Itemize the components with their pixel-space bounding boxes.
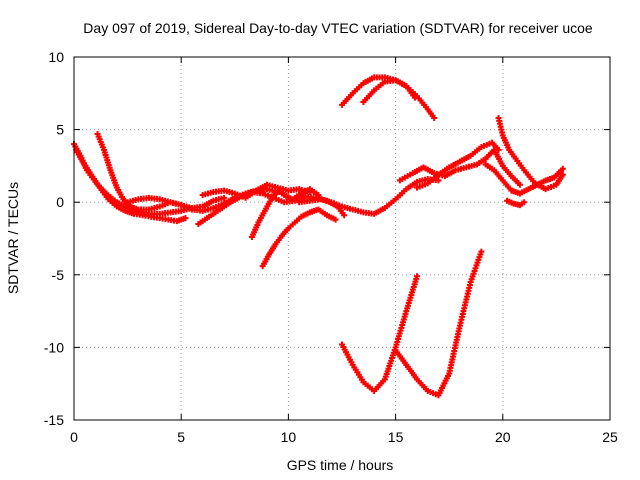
data-point: [495, 146, 502, 153]
y-tick-label: 5: [56, 122, 64, 138]
series-arc-15: [414, 139, 502, 191]
data-point: [516, 181, 523, 188]
data-point: [414, 273, 421, 280]
x-tick-label: 10: [281, 429, 297, 445]
x-tick-label: 25: [602, 429, 618, 445]
data-point: [521, 199, 528, 206]
series-arc-13: [392, 248, 485, 399]
data-point: [221, 194, 228, 201]
x-tick-label: 5: [177, 429, 185, 445]
data-point: [559, 165, 566, 172]
data-point: [431, 114, 438, 121]
series-arc-18: [504, 197, 528, 209]
chart-title: Day 097 of 2019, Sidereal Day-to-day VTE…: [83, 20, 593, 36]
x-axis-label: GPS time / hours: [287, 457, 394, 473]
y-axis-label: SDTVAR / TECUs: [5, 182, 21, 294]
series-arc-7: [248, 186, 322, 241]
series-arc-17: [482, 161, 566, 197]
y-tick-label: 10: [48, 49, 64, 65]
x-tick-label: 20: [495, 429, 511, 445]
data-point: [332, 216, 339, 223]
data-point: [182, 215, 189, 222]
data-point: [341, 212, 348, 219]
data-points: [71, 74, 566, 399]
y-tick-label: -10: [44, 339, 64, 355]
series-arc-12: [339, 273, 421, 394]
x-tick-label: 15: [388, 429, 404, 445]
plot-border: [73, 56, 611, 421]
series-arc-9: [296, 175, 442, 217]
series-arc-11: [360, 77, 418, 106]
x-tick-label: 0: [70, 429, 78, 445]
axis-ticks: 0 5 10 15 20 25 -15 -10 -5 0 5 10: [44, 49, 618, 445]
data-point: [559, 171, 566, 178]
data-point: [411, 94, 418, 101]
y-tick-label: -15: [44, 412, 64, 428]
data-point: [478, 248, 485, 255]
series-arc-3: [94, 130, 228, 213]
series-arc-2: [73, 146, 189, 225]
y-tick-label: 0: [56, 194, 64, 210]
data-point: [435, 177, 442, 184]
y-tick-label: -5: [52, 267, 65, 283]
series-arc-14: [396, 146, 523, 188]
series-arc-8: [259, 206, 339, 270]
